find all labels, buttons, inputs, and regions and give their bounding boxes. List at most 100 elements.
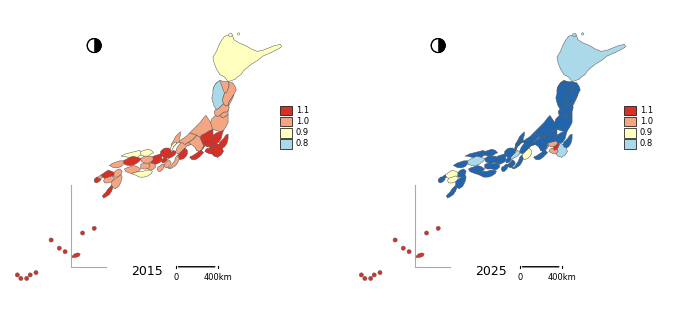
Polygon shape [96, 175, 103, 181]
Polygon shape [121, 150, 141, 157]
Polygon shape [467, 156, 485, 166]
Polygon shape [213, 80, 229, 94]
Polygon shape [557, 80, 573, 94]
Polygon shape [469, 166, 485, 174]
Polygon shape [213, 34, 281, 82]
Polygon shape [220, 94, 234, 118]
Polygon shape [438, 177, 445, 183]
Circle shape [393, 238, 397, 242]
Text: 0: 0 [517, 273, 522, 282]
Circle shape [401, 246, 405, 250]
Text: 0.8: 0.8 [640, 139, 653, 148]
Polygon shape [179, 133, 197, 145]
Polygon shape [123, 156, 141, 166]
Text: 400km: 400km [547, 273, 576, 282]
Polygon shape [539, 143, 549, 152]
Text: 1.0: 1.0 [640, 117, 653, 126]
Polygon shape [204, 141, 214, 147]
Polygon shape [515, 132, 524, 147]
Polygon shape [556, 80, 568, 109]
Polygon shape [125, 166, 141, 174]
Polygon shape [195, 143, 205, 152]
Polygon shape [447, 185, 457, 198]
Circle shape [369, 276, 373, 280]
Circle shape [378, 270, 382, 275]
Polygon shape [501, 164, 508, 171]
Polygon shape [455, 175, 466, 189]
Polygon shape [548, 141, 558, 147]
Polygon shape [209, 143, 215, 150]
Polygon shape [190, 115, 213, 137]
Polygon shape [523, 133, 541, 145]
Polygon shape [212, 143, 224, 157]
Circle shape [63, 250, 67, 254]
Polygon shape [168, 155, 179, 169]
Circle shape [363, 276, 367, 280]
Polygon shape [506, 157, 512, 163]
Polygon shape [166, 150, 175, 158]
Text: 0.9: 0.9 [640, 128, 653, 137]
Circle shape [25, 276, 29, 280]
Polygon shape [566, 82, 580, 106]
Polygon shape [484, 149, 497, 156]
Circle shape [407, 250, 411, 254]
Polygon shape [72, 253, 80, 258]
Wedge shape [438, 39, 445, 52]
Polygon shape [171, 132, 180, 147]
Circle shape [34, 270, 38, 275]
Text: 2025: 2025 [475, 265, 506, 279]
Polygon shape [147, 163, 156, 170]
Polygon shape [212, 130, 224, 143]
Text: 400km: 400km [203, 273, 232, 282]
Circle shape [57, 246, 61, 250]
Circle shape [372, 273, 376, 277]
Polygon shape [94, 177, 101, 183]
Polygon shape [453, 161, 467, 168]
Bar [625, 117, 636, 127]
Bar [625, 128, 636, 137]
Polygon shape [534, 115, 557, 137]
Polygon shape [521, 148, 531, 160]
Circle shape [49, 238, 53, 242]
Bar [625, 106, 636, 115]
Polygon shape [222, 82, 236, 106]
Polygon shape [157, 164, 164, 171]
Polygon shape [485, 156, 497, 163]
Circle shape [15, 273, 19, 277]
Bar [625, 139, 636, 148]
Polygon shape [111, 175, 122, 189]
Polygon shape [103, 176, 114, 183]
Circle shape [87, 39, 101, 52]
Circle shape [424, 231, 429, 235]
Bar [281, 117, 292, 127]
Text: 2015: 2015 [131, 265, 162, 279]
Polygon shape [168, 142, 177, 153]
Polygon shape [200, 129, 213, 145]
Polygon shape [447, 176, 458, 183]
Circle shape [359, 273, 363, 277]
Polygon shape [211, 114, 228, 132]
Circle shape [581, 33, 583, 35]
Bar [281, 128, 292, 137]
Polygon shape [512, 155, 523, 169]
Polygon shape [162, 157, 168, 163]
Polygon shape [141, 156, 153, 163]
Circle shape [431, 39, 445, 52]
Polygon shape [549, 148, 558, 154]
Circle shape [228, 33, 232, 37]
Polygon shape [440, 175, 447, 181]
Polygon shape [205, 148, 214, 154]
Text: 0: 0 [173, 273, 178, 282]
Bar [281, 139, 292, 148]
Polygon shape [465, 150, 485, 157]
Polygon shape [556, 143, 568, 157]
Polygon shape [504, 148, 515, 157]
Polygon shape [185, 135, 204, 152]
Polygon shape [416, 253, 424, 258]
Polygon shape [512, 142, 521, 153]
Text: 1.1: 1.1 [640, 106, 653, 115]
Polygon shape [558, 104, 573, 117]
Polygon shape [557, 34, 625, 82]
Polygon shape [214, 104, 229, 117]
Polygon shape [164, 160, 171, 168]
